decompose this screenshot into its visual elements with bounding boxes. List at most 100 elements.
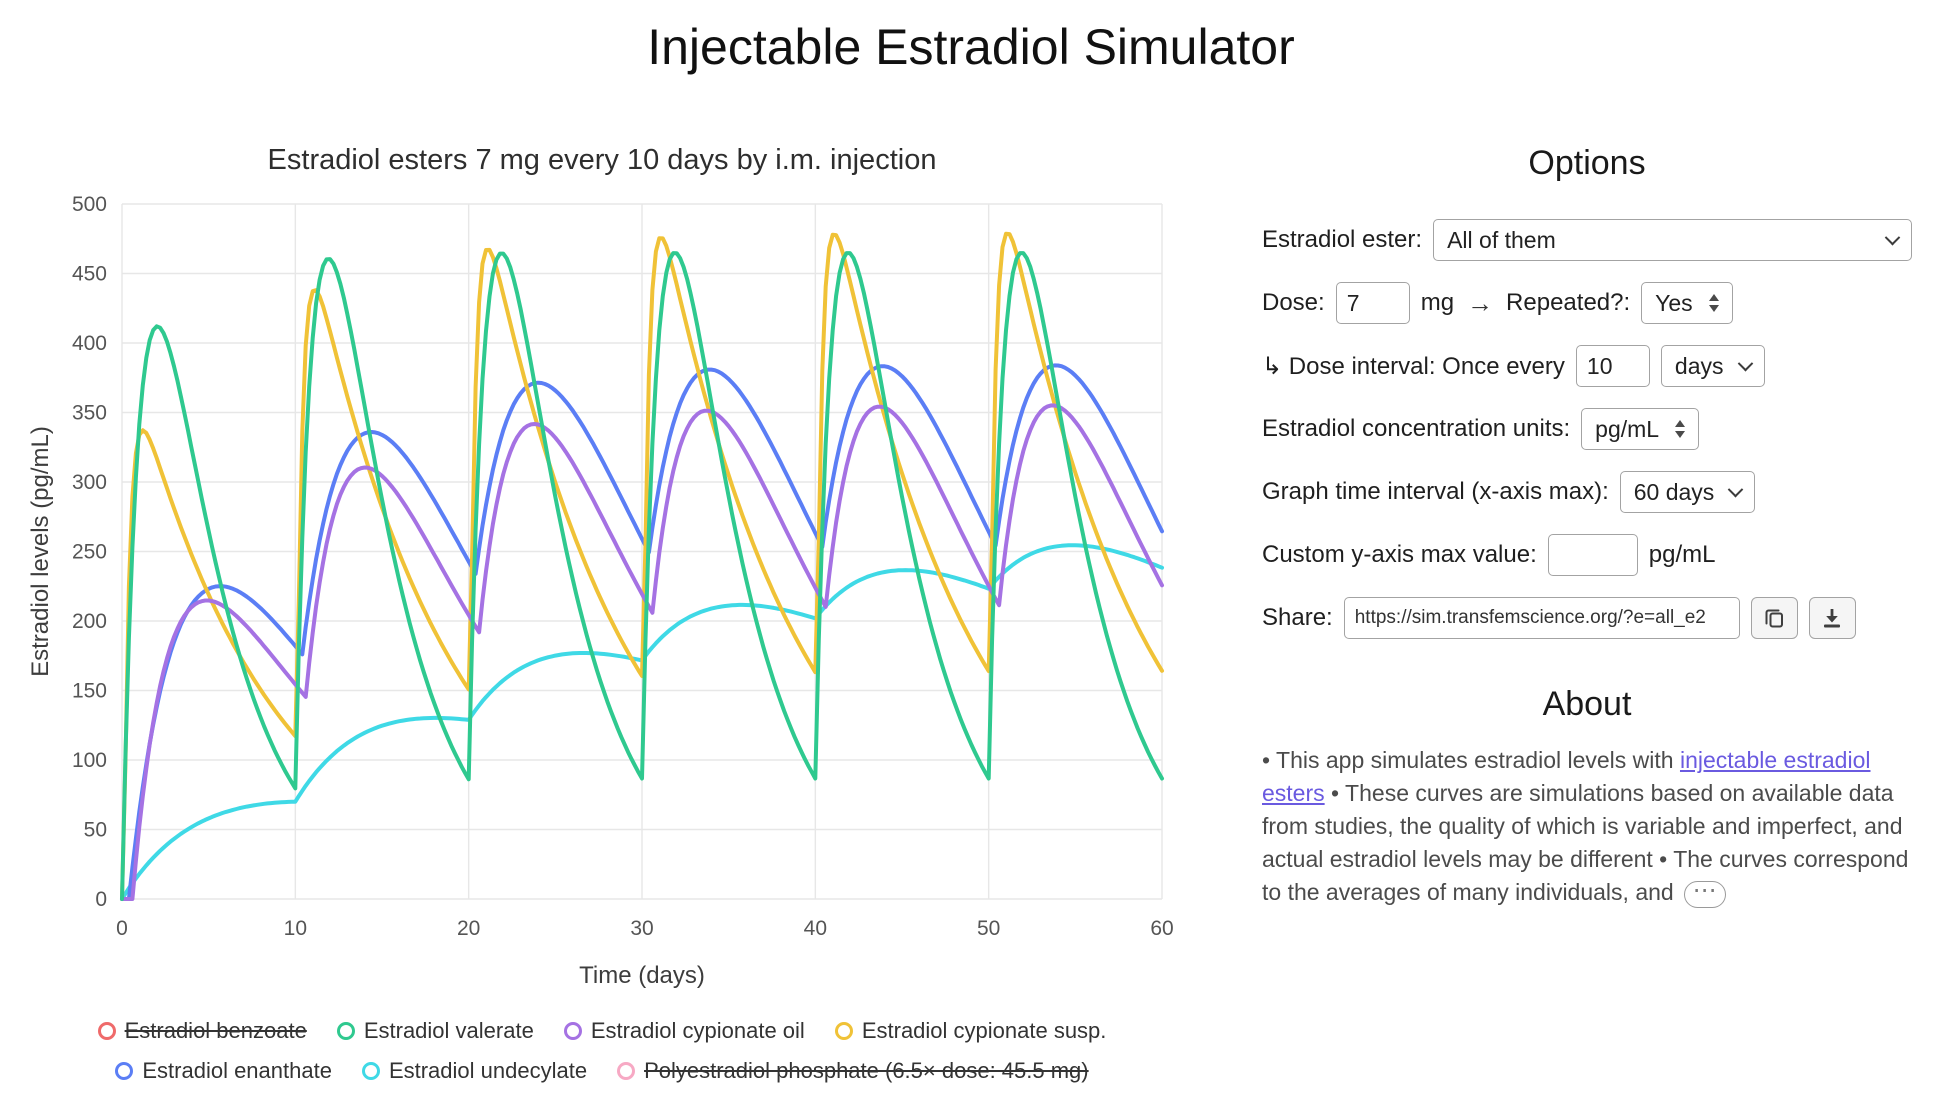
y-tick-label: 350 xyxy=(72,402,107,425)
dose-interval-label: ↳ Dose interval: Once every xyxy=(1262,352,1565,380)
graph-interval-select-value: 60 days xyxy=(1633,478,1715,505)
y-axis-title: Estradiol levels (pg/mL) xyxy=(27,426,54,677)
y-tick-label: 300 xyxy=(72,471,107,494)
option-row-ymax: Custom y-axis max value: pg/mL xyxy=(1262,534,1912,576)
y-tick-label: 400 xyxy=(72,332,107,355)
ymax-input[interactable] xyxy=(1547,534,1638,576)
chart-legend: Estradiol benzoate Estradiol valerate Es… xyxy=(42,1018,1162,1084)
units-select-value: pg/mL xyxy=(1595,415,1660,442)
about-text-after: • These curves are simulations based on … xyxy=(1262,780,1909,906)
y-tick-label: 250 xyxy=(72,541,107,564)
legend-item-estradiol-cypionate-oil[interactable]: Estradiol cypionate oil xyxy=(563,1018,805,1044)
legend-label: Estradiol valerate xyxy=(363,1018,534,1043)
legend-item-estradiol-valerate[interactable]: Estradiol valerate xyxy=(336,1018,534,1044)
legend-label: Estradiol cypionate oil xyxy=(590,1018,805,1043)
legend-label: Estradiol cypionate susp. xyxy=(861,1018,1107,1043)
chevron-down-icon xyxy=(1737,355,1753,371)
legend-label: Estradiol benzoate xyxy=(124,1018,307,1043)
option-row-ester: Estradiol ester: All of them xyxy=(1262,219,1912,261)
dose-label: Dose: xyxy=(1262,289,1325,316)
x-tick-label: 20 xyxy=(457,917,480,940)
legend-marker-icon xyxy=(834,1022,853,1040)
y-tick-label: 0 xyxy=(95,888,107,911)
stepper-up-icon xyxy=(1675,420,1686,427)
copy-icon xyxy=(1765,609,1784,628)
x-tick-label: 60 xyxy=(1150,917,1173,940)
expand-about-button[interactable]: ⋯ xyxy=(1684,877,1727,908)
about-text-before: • This app simulates estradiol levels wi… xyxy=(1262,747,1680,773)
legend-item-estradiol-benzoate[interactable]: Estradiol benzoate xyxy=(97,1018,307,1044)
option-row-dose: Dose: mg → Repeated?: Yes xyxy=(1262,282,1912,324)
legend-item-estradiol-enanthate[interactable]: Estradiol enanthate xyxy=(115,1058,332,1084)
series-line-estradiol-enanthate xyxy=(120,363,1164,901)
option-row-interval: ↳ Dose interval: Once every days xyxy=(1262,345,1912,387)
chart-panel: Estradiol esters 7 mg every 10 days by i… xyxy=(22,136,1182,1084)
copy-link-button[interactable] xyxy=(1750,597,1798,639)
y-tick-label: 50 xyxy=(84,819,107,842)
about-paragraph: • This app simulates estradiol levels wi… xyxy=(1262,744,1912,910)
units-select[interactable]: pg/mL xyxy=(1581,408,1700,450)
legend-item-estradiol-undecylate[interactable]: Estradiol undecylate xyxy=(361,1058,588,1084)
repeated-select[interactable]: Yes xyxy=(1641,282,1733,324)
dose-interval-input[interactable] xyxy=(1575,345,1650,387)
y-tick-label: 150 xyxy=(72,680,107,703)
option-row-graph-interval: Graph time interval (x-axis max): 60 day… xyxy=(1262,471,1912,513)
series-line-estradiol-cypionate-oil xyxy=(120,403,1164,901)
share-label: Share: xyxy=(1262,604,1333,631)
legend-marker-icon xyxy=(361,1062,380,1080)
about-heading: About xyxy=(1542,685,1632,723)
select-stepper-icon xyxy=(1675,420,1686,438)
y-tick-label: 100 xyxy=(72,749,107,772)
legend-item-estradiol-cypionate-susp[interactable]: Estradiol cypionate susp. xyxy=(834,1018,1107,1044)
x-tick-label: 0 xyxy=(116,917,128,940)
y-tick-label: 500 xyxy=(72,193,107,216)
download-icon xyxy=(1824,609,1841,628)
y-tick-label: 200 xyxy=(72,610,107,633)
legend-marker-icon xyxy=(563,1022,582,1040)
series-line-estradiol-valerate xyxy=(120,251,1164,901)
option-row-units: Estradiol concentration units: pg/mL xyxy=(1262,408,1912,450)
x-tick-label: 10 xyxy=(284,917,307,940)
legend-item-polyestradiol-phosphate[interactable]: Polyestradiol phosphate (6.5× dose: 45.5… xyxy=(617,1058,1089,1084)
legend-label: Estradiol undecylate xyxy=(388,1058,588,1083)
y-tick-label: 450 xyxy=(72,263,107,286)
graph-interval-label: Graph time interval (x-axis max): xyxy=(1262,478,1609,505)
ymax-label: Custom y-axis max value: xyxy=(1262,541,1537,568)
ester-select-value: All of them xyxy=(1447,226,1556,253)
page-title: Injectable Estradiol Simulator xyxy=(647,19,1295,75)
ymax-unit-label: pg/mL xyxy=(1648,541,1716,568)
right-arrow-icon: → xyxy=(1467,287,1494,318)
repeated-label: Repeated?: xyxy=(1506,289,1631,316)
dose-unit-label: mg xyxy=(1420,289,1455,316)
legend-label: Polyestradiol phosphate (6.5× dose: 45.5… xyxy=(644,1058,1089,1083)
stepper-down-icon xyxy=(1708,305,1719,312)
options-panel: Options Estradiol ester: All of them Dos… xyxy=(1262,144,1912,910)
share-url-input[interactable] xyxy=(1343,597,1740,639)
x-tick-label: 50 xyxy=(977,917,1000,940)
chart-canvas[interactable]: 0 50 100 150 200 250 300 350 400 450 500 0 10 20 30 40 5… xyxy=(22,189,1182,1004)
options-heading: Options xyxy=(1528,144,1646,182)
legend-marker-icon xyxy=(97,1022,116,1040)
legend-label: Estradiol enanthate xyxy=(142,1058,332,1083)
graph-interval-select[interactable]: 60 days xyxy=(1619,471,1756,513)
interval-unit-select[interactable]: days xyxy=(1660,345,1765,387)
ester-label: Estradiol ester: xyxy=(1262,226,1423,253)
dose-input[interactable] xyxy=(1335,282,1410,324)
chevron-down-icon xyxy=(1728,481,1744,497)
units-label: Estradiol concentration units: xyxy=(1262,415,1571,442)
interval-unit-select-value: days xyxy=(1674,352,1724,379)
x-axis-title: Time (days) xyxy=(579,962,705,989)
download-button[interactable] xyxy=(1808,597,1856,639)
injectable-esters-link[interactable]: injectable estradiol esters xyxy=(1262,747,1871,807)
chart-title: Estradiol esters 7 mg every 10 days by i… xyxy=(267,144,937,176)
chevron-down-icon xyxy=(1884,229,1901,245)
legend-marker-icon xyxy=(336,1022,355,1040)
legend-marker-icon xyxy=(617,1062,636,1080)
x-tick-label: 30 xyxy=(630,917,653,940)
repeated-select-value: Yes xyxy=(1655,289,1693,316)
select-stepper-icon xyxy=(1708,294,1719,312)
stepper-up-icon xyxy=(1708,294,1719,301)
ester-select[interactable]: All of them xyxy=(1433,219,1912,261)
stepper-down-icon xyxy=(1675,431,1686,438)
option-row-share: Share: xyxy=(1262,597,1912,639)
